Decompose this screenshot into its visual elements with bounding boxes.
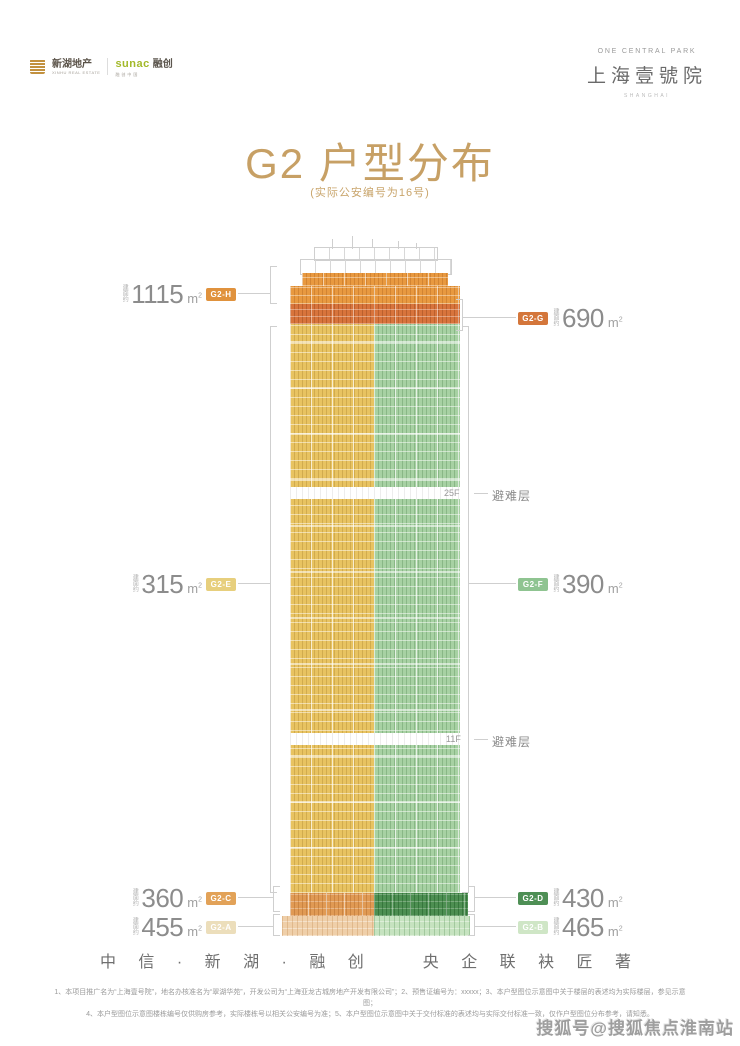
building-section-g2h-top-step (302, 273, 448, 286)
unit-tag-g2h: G2-H (206, 287, 236, 301)
area-prefix: 建面约 (552, 574, 558, 592)
roof-antenna-line (372, 239, 373, 248)
area-value-g2e: 315 (141, 569, 184, 599)
page-subtitle: (实际公安编号为16号) (310, 187, 430, 199)
area-value-g2b: 465 (562, 912, 604, 942)
callout-g2c: 建面约 360 m2 G2-C (100, 884, 236, 912)
refuge-floor-band-25f (290, 487, 460, 499)
sunac-logo-text: sunac (115, 58, 150, 70)
sunac-cn-text: 融创 (152, 59, 173, 70)
bracket-g2c (273, 886, 280, 912)
logo-divider (107, 58, 109, 75)
unit-tag-g2g: G2-G (518, 311, 548, 325)
callout-g2h: 建面约 1115 m2 G2-H (100, 280, 236, 308)
unit-tag-g2b: G2-B (518, 920, 548, 934)
area-value-g2f: 390 (562, 569, 604, 599)
callout-g2d: G2-D 建面约 430 m2 (518, 884, 623, 912)
disclaimer-text: 1、本项目推广名为“上海壹号院”，地名办核准名为“翠湖华苑”，开发公司为“上海亚… (50, 987, 690, 1020)
area-prefix: 建面约 (121, 284, 128, 302)
connector-g2e (238, 583, 270, 584)
area-prefix: 建面约 (552, 917, 558, 935)
area-value-g2d: 430 (562, 883, 604, 913)
callout-g2g: G2-G 建面约 690 m2 (518, 304, 623, 332)
refuge-label-upper: 避难层 (492, 489, 532, 503)
building-section-g2g (290, 304, 460, 324)
area-value-g2c: 360 (141, 883, 184, 913)
xinhu-logo-icon (30, 59, 45, 74)
bracket-g2d (468, 886, 475, 912)
callout-g2e: 建面约 315 m2 G2-E (100, 570, 236, 598)
building-section-g2f (374, 324, 460, 893)
page-title: G2 户型分布 (245, 140, 495, 187)
project-name-cn: 上海壹號院 (586, 66, 707, 87)
area-prefix: 建面约 (131, 917, 138, 935)
area-value-g2g: 690 (562, 303, 604, 333)
connector-g2a (238, 926, 273, 927)
callout-g2f: G2-F 建面约 390 m2 (518, 570, 623, 598)
bracket-g2g (456, 299, 463, 331)
refuge-label-lower: 避难层 (492, 735, 532, 749)
connector-g2f (468, 583, 516, 584)
disclaimer-line-2: 4、本户型图位示意图楼栋编号仅供购房参考，实际楼栋号以相关公安编号为准；5、本户… (86, 1011, 654, 1018)
project-logo: ONE CENTRAL PARK 上海壹號院 SHANGHAI (582, 48, 712, 99)
developer-logos: 新湖地产 XINHU REAL ESTATE sunac 融创 融创中国 (30, 55, 173, 78)
roof-antenna-line (416, 243, 417, 249)
callout-g2b: G2-B 建面约 465 m2 (518, 913, 623, 941)
area-value-g2h: 1115 (131, 279, 184, 309)
unit-tag-g2d: G2-D (518, 891, 548, 905)
refuge-floor-band-11f (290, 733, 460, 745)
building-section-g2b (374, 916, 470, 936)
roof-antenna-line (352, 236, 353, 249)
disclaimer-line-1: 1、本项目推广名为“上海壹号院”，地名办核准名为“翠湖华苑”，开发公司为“上海亚… (54, 989, 686, 1007)
bracket-g2a (273, 914, 280, 936)
floor-number-25f: 25F (444, 488, 460, 498)
roof-antenna-line (332, 239, 333, 249)
area-prefix: 建面约 (552, 308, 558, 326)
bracket-g2f (462, 326, 469, 893)
connector-g2d (474, 897, 516, 898)
project-name-en: ONE CENTRAL PARK (597, 48, 697, 55)
bracket-g2h (270, 266, 277, 304)
bracket-g2e (270, 326, 277, 893)
refuge-line-upper (474, 493, 488, 494)
connector-g2g (462, 317, 516, 318)
floor-number-11f: 11F (446, 734, 461, 744)
brand-slogan: 中 信 · 新 湖 · 融 创 央 企 联 袂 匠 著 (99, 954, 640, 971)
refuge-line-lower (474, 739, 488, 740)
connector-g2c (238, 897, 273, 898)
area-prefix: 建面约 (131, 574, 138, 592)
unit-tag-g2a: G2-A (206, 920, 236, 934)
sunac-subtitle: 融创中国 (115, 72, 140, 77)
unit-tag-g2f: G2-F (518, 577, 548, 591)
area-prefix: 建面约 (552, 888, 558, 906)
roof-antenna-line (398, 241, 399, 249)
sohu-watermark: 搜狐号@搜狐焦点淮南站 (536, 1019, 734, 1038)
project-name-sub: SHANGHAI (623, 93, 671, 99)
building-section-g2h (290, 286, 460, 304)
area-value-g2a: 455 (141, 912, 184, 942)
bracket-g2b (468, 914, 475, 936)
unit-tag-g2c: G2-C (206, 891, 236, 905)
callout-g2a: 建面约 455 m2 G2-A (100, 913, 236, 941)
building-section-g2e (290, 324, 374, 893)
building-section-g2d (374, 893, 468, 916)
building-section-g2c (290, 893, 374, 916)
unit-tag-g2e: G2-E (206, 577, 236, 591)
xinhu-brand-subtitle: XINHU REAL ESTATE (52, 69, 101, 75)
building-section-g2a (282, 916, 374, 936)
xinhu-brand-name: 新湖地产 (52, 58, 92, 70)
area-prefix: 建面约 (131, 888, 138, 906)
connector-g2h (238, 293, 270, 294)
connector-g2b (474, 926, 516, 927)
